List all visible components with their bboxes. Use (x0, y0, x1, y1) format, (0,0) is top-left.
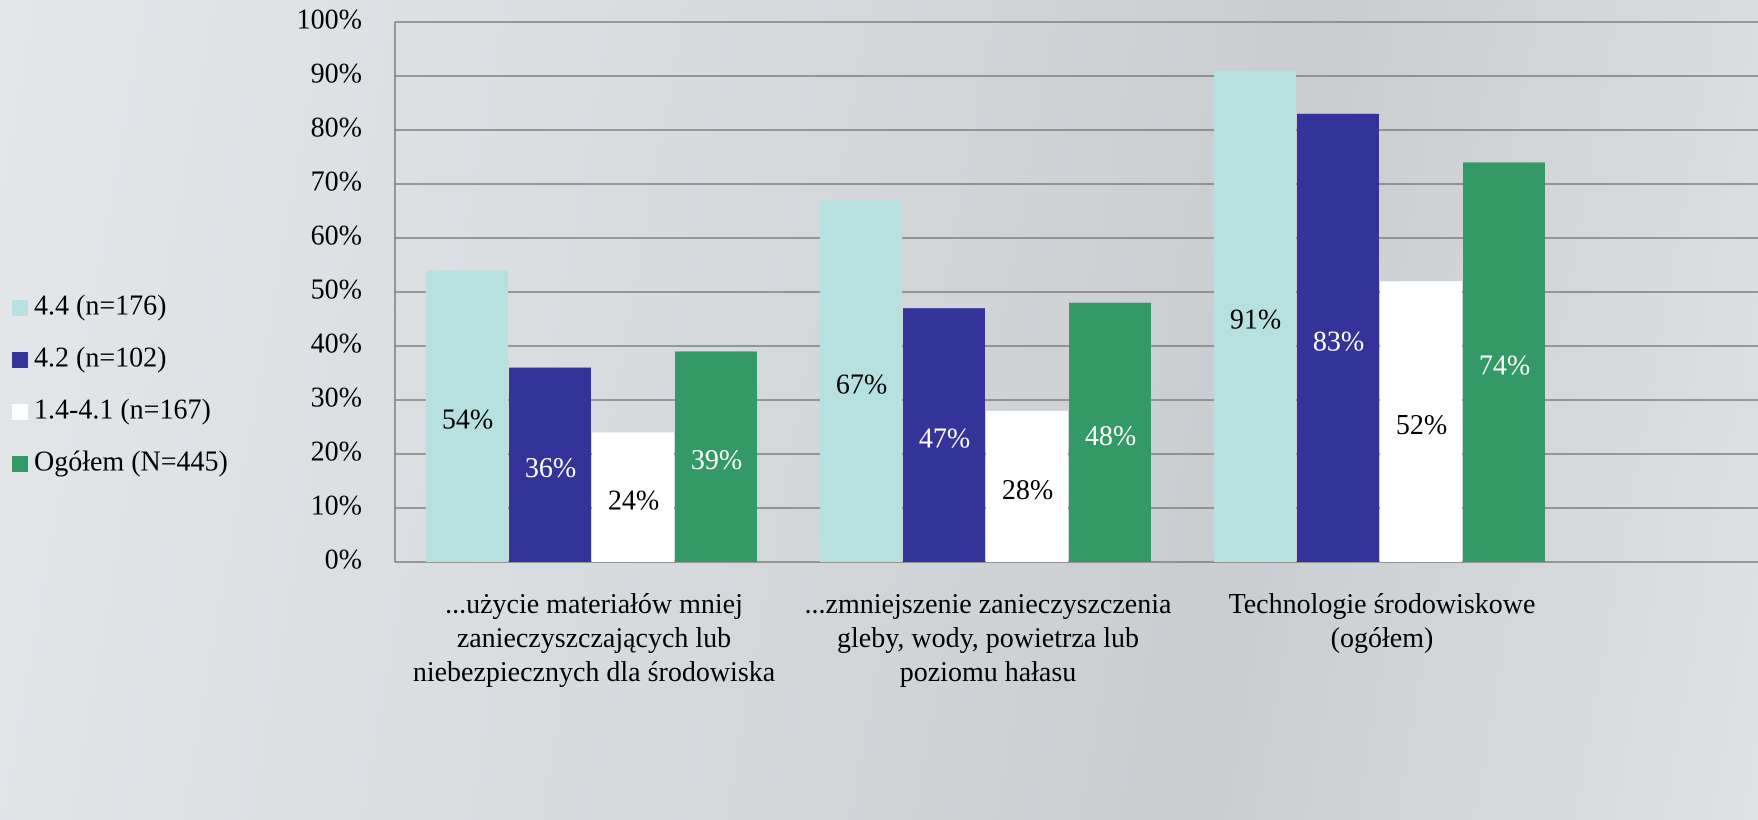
legend-label: 4.2 (n=102) (34, 342, 166, 373)
y-tick-label: 100% (297, 4, 362, 35)
page: 0% 10% 20% 30% 40% 50% 60% 70% 80% 90% 100% 54% 36% 2… (0, 0, 1758, 820)
x-tick-label: ...zmniejszenie zanieczyszczenia gleby, … (798, 588, 1178, 690)
y-tick-label: 80% (311, 112, 362, 143)
y-tick-label: 20% (311, 436, 362, 467)
x-tick-label: ...użycie materiałów mniej zanieczyszcza… (404, 588, 784, 690)
legend-swatch (12, 300, 28, 316)
x-tick-label: Technologie środowiskowe (ogółem) (1192, 588, 1572, 656)
legend-label: 1.4-4.1 (n=167) (34, 394, 211, 425)
value-label: 24% (608, 486, 659, 517)
y-tick-label: 0% (325, 544, 362, 575)
legend-swatch (12, 456, 28, 472)
value-label: 36% (525, 453, 576, 484)
y-tick-label: 30% (311, 382, 362, 413)
y-tick-label: 70% (311, 166, 362, 197)
legend-swatch (12, 404, 28, 420)
legend-swatch (12, 352, 28, 368)
value-label: 47% (919, 424, 970, 455)
value-label: 91% (1230, 305, 1281, 336)
y-tick-label: 60% (311, 220, 362, 251)
value-label: 54% (442, 405, 493, 436)
value-label: 48% (1085, 421, 1136, 452)
value-label: 39% (691, 445, 742, 476)
chart: 0% 10% 20% 30% 40% 50% 60% 70% 80% 90% 100% 54% 36% 2… (0, 0, 1758, 820)
value-label: 74% (1479, 351, 1530, 382)
y-tick-label: 90% (311, 58, 362, 89)
y-tick-label: 40% (311, 328, 362, 359)
value-label: 67% (836, 370, 887, 401)
legend-label: 4.4 (n=176) (34, 290, 166, 321)
value-label: 28% (1002, 475, 1053, 506)
legend-label: Ogółem (N=445) (34, 446, 228, 477)
y-tick-label: 10% (311, 490, 362, 521)
y-tick-label: 50% (311, 274, 362, 305)
value-label: 52% (1396, 410, 1447, 441)
value-label: 83% (1313, 326, 1364, 357)
